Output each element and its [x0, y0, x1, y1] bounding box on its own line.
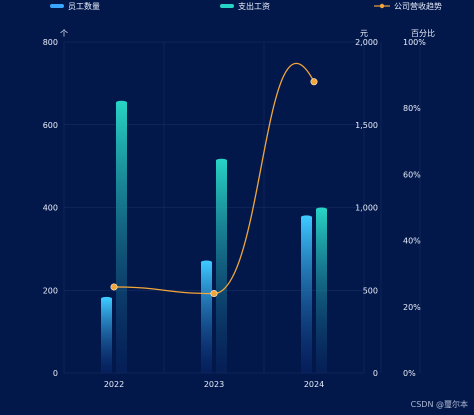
left-tick-label: 800 — [43, 38, 58, 47]
trend-point — [110, 283, 118, 291]
watermark: CSDN @璽尔本 — [410, 400, 468, 409]
bar-salary — [116, 102, 127, 373]
left-tick-label: 0 — [53, 369, 58, 378]
x-tick-label: 2022 — [104, 380, 124, 389]
right-tick-label: 60% — [403, 170, 421, 179]
bar-salary-cap — [316, 207, 327, 211]
right-tick-label: 40% — [403, 237, 421, 246]
bar-employees — [201, 262, 212, 373]
x-tick-label: 2024 — [304, 380, 324, 389]
bar-employees — [101, 298, 112, 373]
middle-tick-label: 500 — [363, 286, 378, 295]
left-tick-label: 200 — [43, 286, 58, 295]
trend-line — [113, 62, 315, 295]
trend-point — [310, 78, 318, 86]
bar-salary — [216, 160, 227, 373]
bar-salary-cap — [116, 100, 127, 105]
legend-trend-swatch — [374, 3, 390, 9]
middle-tick-label: 0 — [373, 369, 378, 378]
bar-salary — [316, 209, 327, 373]
bar-employees — [301, 217, 312, 373]
x-tick-label: 2023 — [204, 380, 224, 389]
legend-employees-label: 员工数量 — [68, 1, 100, 11]
legend-trend[interactable]: 公司营收趋势 — [374, 0, 442, 12]
legend-employees-swatch — [50, 4, 64, 8]
legend-employees[interactable]: 员工数量 — [50, 0, 100, 12]
legend-salary-swatch — [220, 4, 234, 8]
trend-point — [210, 290, 218, 298]
right-tick-label: 100% — [403, 38, 426, 47]
bar-employees-cap — [301, 215, 312, 219]
left-axis-unit: 个 — [60, 29, 68, 38]
bar-employees-cap — [101, 296, 112, 301]
middle-tick-label: 2,000 — [355, 38, 378, 47]
left-tick-label: 600 — [43, 121, 58, 130]
legend-trend-label: 公司营收趋势 — [394, 1, 442, 11]
right-tick-label: 80% — [403, 104, 421, 113]
bar-employees-cap — [201, 260, 212, 264]
middle-axis-unit: 元 — [360, 29, 368, 38]
legend-salary-label: 支出工资 — [238, 1, 270, 11]
middle-tick-label: 1,000 — [355, 204, 378, 213]
left-tick-label: 400 — [43, 204, 58, 213]
right-tick-label: 0% — [403, 369, 416, 378]
bar-salary-cap — [216, 158, 227, 162]
right-axis-unit: 百分比 — [411, 29, 435, 38]
middle-tick-label: 1,500 — [355, 121, 378, 130]
right-tick-label: 20% — [403, 303, 421, 312]
legend-salary[interactable]: 支出工资 — [220, 0, 270, 12]
